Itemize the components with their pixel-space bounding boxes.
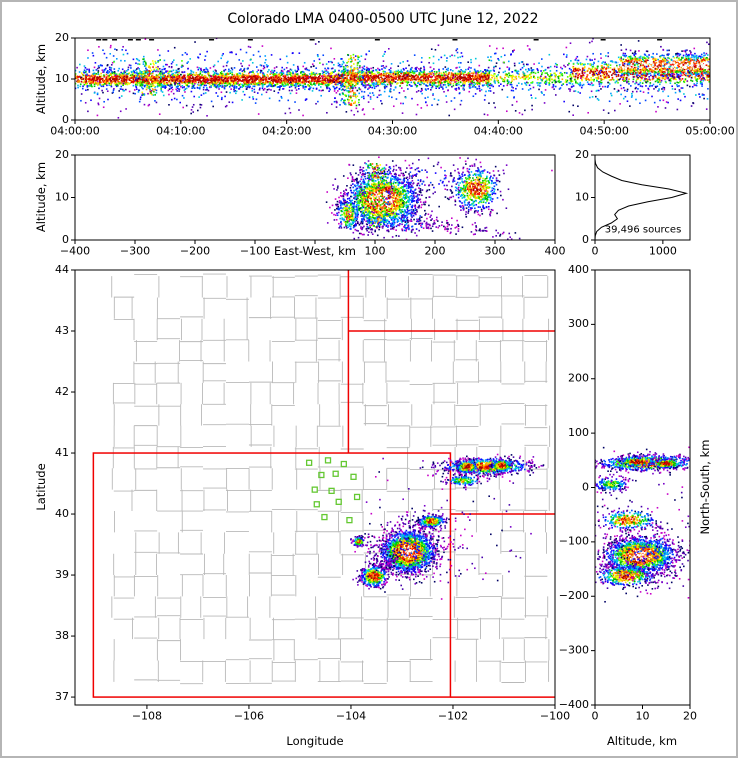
figure-title: Colorado LMA 0400-0500 UTC June 12, 2022 xyxy=(227,11,539,27)
east-west-xlabel: East-West, km xyxy=(274,244,356,258)
map-xlabel: Longitude xyxy=(286,734,344,748)
east-west-panel-ylabel: Altitude, km xyxy=(34,161,48,233)
north-south-ylabel: North-South, km xyxy=(698,439,712,535)
source-count-annotation: 39,496 sources xyxy=(604,224,682,236)
time-height-ylabel: Altitude, km xyxy=(34,43,48,115)
map-ylabel: Latitude xyxy=(34,463,48,511)
north-south-xlabel: Altitude, km xyxy=(606,734,678,748)
